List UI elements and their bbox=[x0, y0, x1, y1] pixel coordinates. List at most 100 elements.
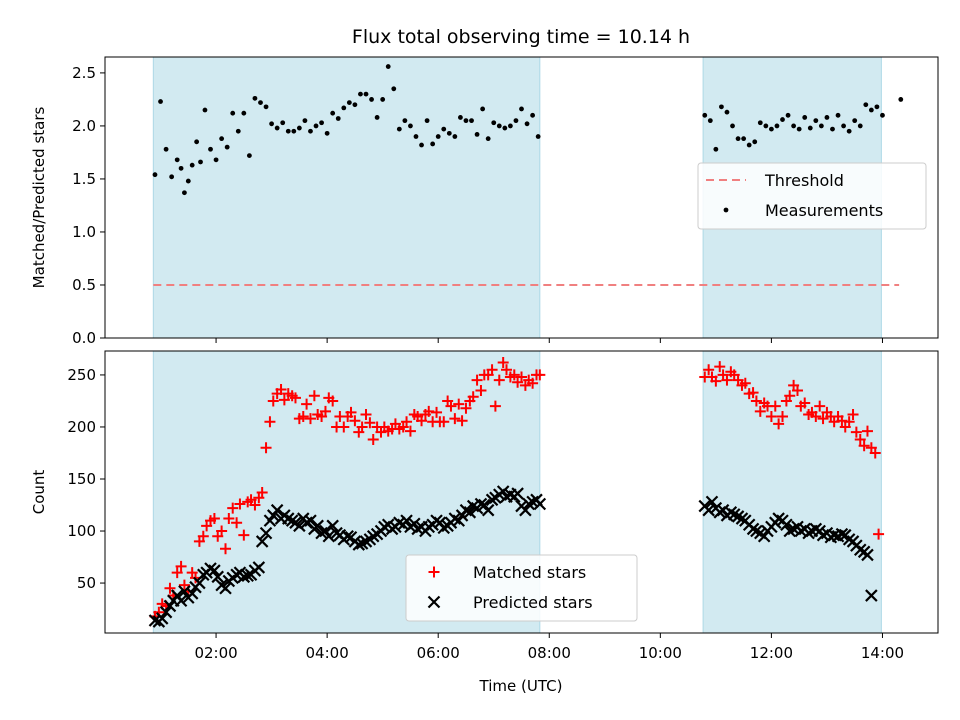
data-point bbox=[861, 548, 874, 562]
data-point bbox=[285, 128, 291, 134]
data-point bbox=[259, 526, 273, 540]
data-point bbox=[219, 581, 232, 595]
data-point bbox=[777, 411, 789, 423]
data-point bbox=[850, 426, 862, 438]
x-tick-label: 02:00 bbox=[194, 644, 237, 662]
data-point bbox=[475, 385, 487, 397]
legend-box bbox=[697, 162, 927, 230]
data-point bbox=[714, 361, 726, 373]
data-point bbox=[852, 118, 858, 124]
data-point bbox=[396, 126, 402, 132]
data-point bbox=[835, 112, 841, 118]
data-point bbox=[868, 107, 874, 113]
data-point bbox=[739, 377, 751, 389]
plot-frame bbox=[104, 56, 939, 339]
legend: Matched stars Predicted stars bbox=[405, 554, 638, 622]
data-point bbox=[449, 413, 461, 425]
data-point bbox=[213, 157, 219, 163]
data-point bbox=[810, 411, 822, 423]
data-point bbox=[435, 134, 441, 139]
data-point bbox=[311, 519, 324, 533]
data-point bbox=[746, 142, 752, 148]
data-point bbox=[469, 118, 474, 124]
y-axis-label: Matched/Predicted stars bbox=[30, 107, 48, 289]
data-point bbox=[530, 112, 536, 118]
data-point bbox=[471, 374, 483, 386]
x-tick-label: 10:00 bbox=[639, 644, 682, 662]
data-point bbox=[402, 118, 408, 124]
data-point bbox=[278, 394, 290, 406]
data-point bbox=[456, 415, 468, 427]
data-point bbox=[467, 391, 479, 403]
legend-label: Matched stars bbox=[473, 563, 586, 582]
data-point bbox=[235, 128, 241, 134]
legend-label: Threshold bbox=[764, 171, 844, 190]
y-tick-label: 2.5 bbox=[72, 64, 96, 82]
data-point bbox=[313, 123, 319, 129]
data-point bbox=[535, 134, 541, 139]
data-point bbox=[319, 405, 331, 417]
data-point bbox=[152, 172, 158, 178]
y-tick-label: 1.0 bbox=[72, 223, 96, 241]
chart-title: Flux total observing time = 10.14 h bbox=[352, 26, 690, 48]
data-point bbox=[519, 106, 524, 112]
data-point bbox=[441, 126, 447, 132]
data-point bbox=[869, 447, 881, 459]
data-point bbox=[747, 387, 759, 399]
data-point bbox=[324, 130, 330, 136]
data-point bbox=[497, 356, 509, 368]
data-point bbox=[419, 142, 424, 148]
data-point bbox=[274, 125, 280, 131]
data-point bbox=[423, 405, 435, 417]
data-point bbox=[374, 115, 380, 120]
data-point bbox=[175, 560, 187, 572]
data-point bbox=[724, 109, 730, 115]
data-point bbox=[352, 102, 358, 108]
data-point bbox=[197, 530, 209, 542]
data-point bbox=[335, 116, 341, 121]
data-point bbox=[458, 115, 463, 120]
data-point bbox=[485, 136, 491, 142]
series-predicted-stars bbox=[148, 485, 878, 628]
data-point bbox=[246, 153, 252, 159]
data-point bbox=[818, 123, 824, 129]
data-point bbox=[873, 528, 885, 540]
data-point bbox=[304, 413, 316, 425]
data-point bbox=[289, 392, 301, 404]
data-point bbox=[481, 503, 495, 517]
data-point bbox=[713, 146, 719, 152]
data-point bbox=[527, 377, 539, 389]
data-point bbox=[345, 406, 357, 418]
data-point bbox=[430, 141, 436, 147]
data-point bbox=[401, 416, 413, 428]
data-point bbox=[765, 411, 777, 423]
y-tick-label: 1.5 bbox=[72, 170, 96, 188]
data-point bbox=[802, 115, 808, 120]
data-point bbox=[237, 570, 251, 584]
y-tick-label: 50 bbox=[77, 574, 96, 592]
data-point bbox=[424, 118, 430, 124]
data-point bbox=[304, 514, 317, 527]
data-point bbox=[148, 614, 162, 627]
legend-handle bbox=[428, 566, 440, 578]
data-point bbox=[780, 117, 785, 122]
data-point bbox=[438, 416, 450, 428]
data-point bbox=[301, 398, 313, 410]
data-point bbox=[193, 576, 206, 590]
data-point bbox=[241, 569, 254, 583]
data-point bbox=[269, 121, 274, 127]
data-point bbox=[338, 421, 350, 433]
data-point bbox=[369, 97, 374, 102]
data-point bbox=[792, 385, 804, 397]
series-measurements bbox=[152, 64, 904, 196]
data-point bbox=[341, 105, 347, 111]
data-point bbox=[752, 139, 758, 145]
data-point bbox=[796, 126, 802, 132]
data-point bbox=[863, 102, 869, 108]
data-point bbox=[400, 514, 413, 527]
y-tick-label: 0.0 bbox=[72, 329, 96, 347]
data-point bbox=[750, 395, 762, 407]
data-point bbox=[327, 395, 339, 407]
data-point bbox=[202, 107, 208, 113]
data-point bbox=[431, 406, 443, 418]
